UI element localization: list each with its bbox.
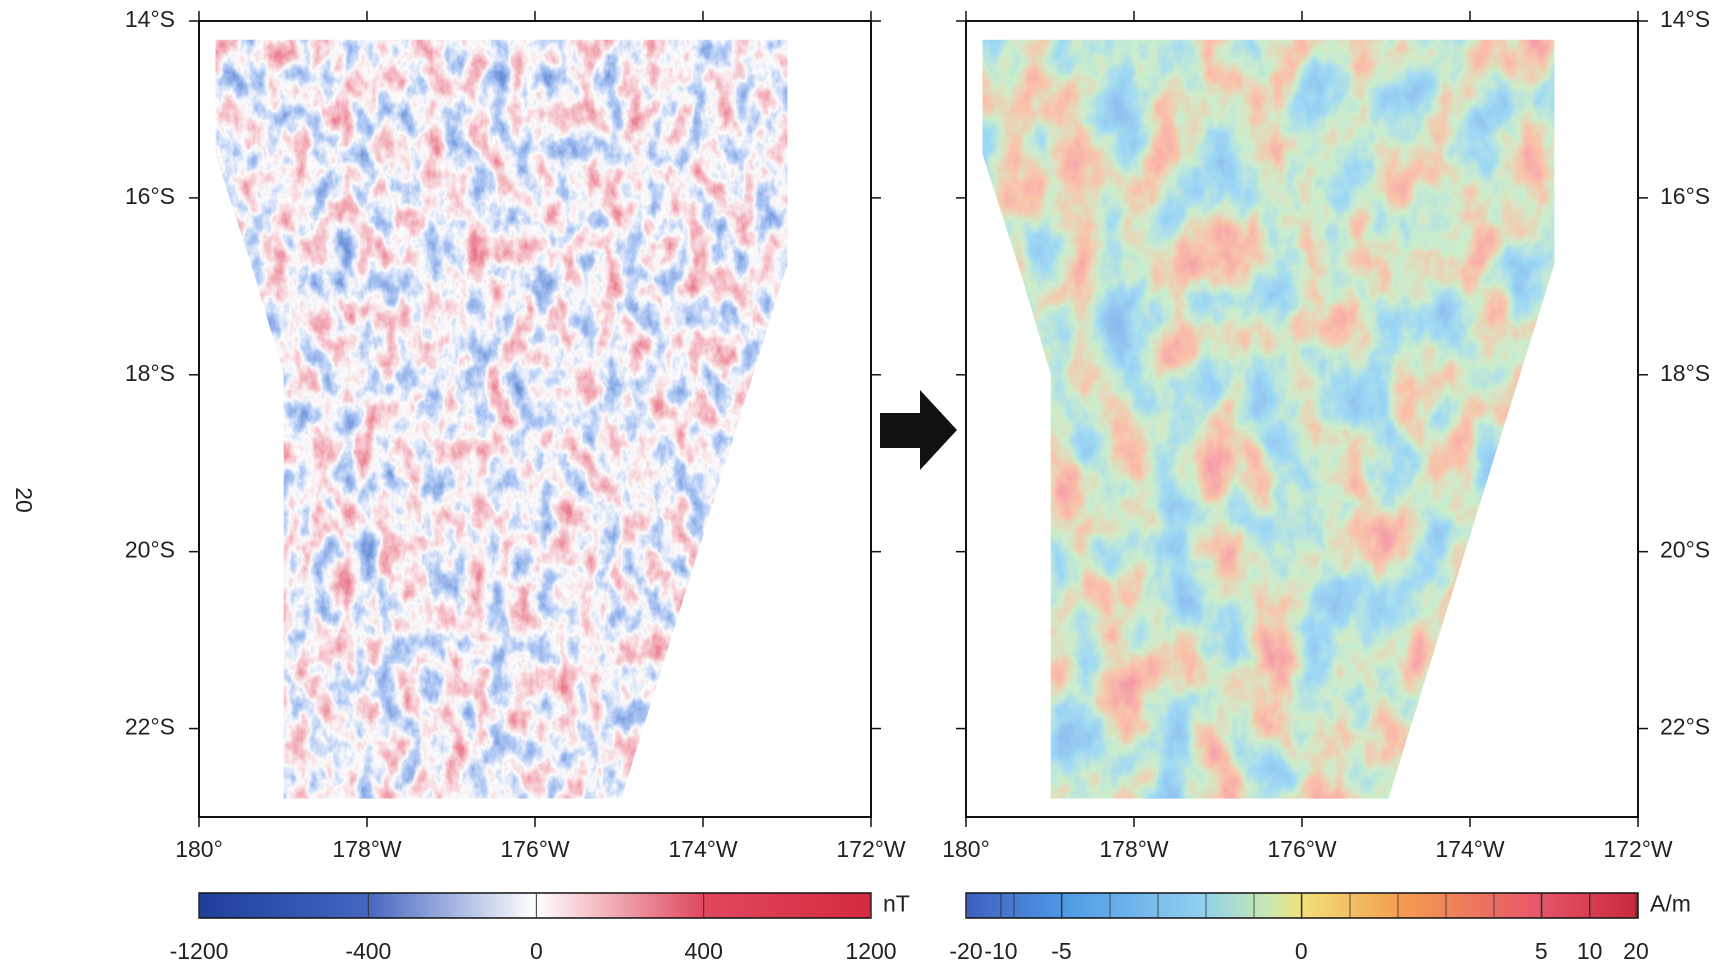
page-number: 20: [11, 487, 37, 513]
lat-label: 14°S: [1660, 6, 1710, 32]
lat-label: 16°S: [125, 183, 175, 209]
lon-label: 180°: [175, 836, 223, 862]
colorbar-label: -1200: [170, 938, 229, 964]
lon-label: 176°W: [500, 836, 570, 862]
lon-label: 174°W: [668, 836, 738, 862]
colorbar-label: 0: [530, 938, 543, 964]
lat-label: 20°S: [125, 537, 175, 563]
colorbar-unit: A/m: [1650, 891, 1691, 917]
lat-label: 18°S: [1660, 360, 1710, 386]
colorbar-label: -400: [345, 938, 391, 964]
lat-label: 20°S: [1660, 537, 1710, 563]
colorbar-label: 0: [1295, 938, 1308, 964]
colorbar-label: -20: [949, 938, 982, 964]
lon-label: 174°W: [1435, 836, 1505, 862]
map-image: [215, 39, 788, 799]
map-image: [982, 39, 1555, 799]
lat-label: 22°S: [125, 714, 175, 740]
colorbar: [198, 892, 872, 919]
lon-label: 176°W: [1267, 836, 1337, 862]
arrow: [880, 390, 957, 470]
colorbar-label: -5: [1051, 938, 1071, 964]
lon-label: 178°W: [332, 836, 402, 862]
lat-label: 14°S: [125, 6, 175, 32]
lon-label: 180°: [942, 836, 990, 862]
lat-label: 16°S: [1660, 183, 1710, 209]
colorbar-label: -10: [984, 938, 1017, 964]
lon-label: 172°W: [836, 836, 906, 862]
colorbar-label: 20: [1623, 938, 1649, 964]
colorbar-label: 5: [1535, 938, 1548, 964]
lat-label: 18°S: [125, 360, 175, 386]
colorbar-label: 400: [684, 938, 722, 964]
colorbar-label: 1200: [845, 938, 896, 964]
colorbar-unit: nT: [883, 891, 910, 917]
lat-label: 22°S: [1660, 714, 1710, 740]
lon-label: 172°W: [1603, 836, 1673, 862]
lon-label: 178°W: [1099, 836, 1169, 862]
colorbar-label: 10: [1577, 938, 1603, 964]
